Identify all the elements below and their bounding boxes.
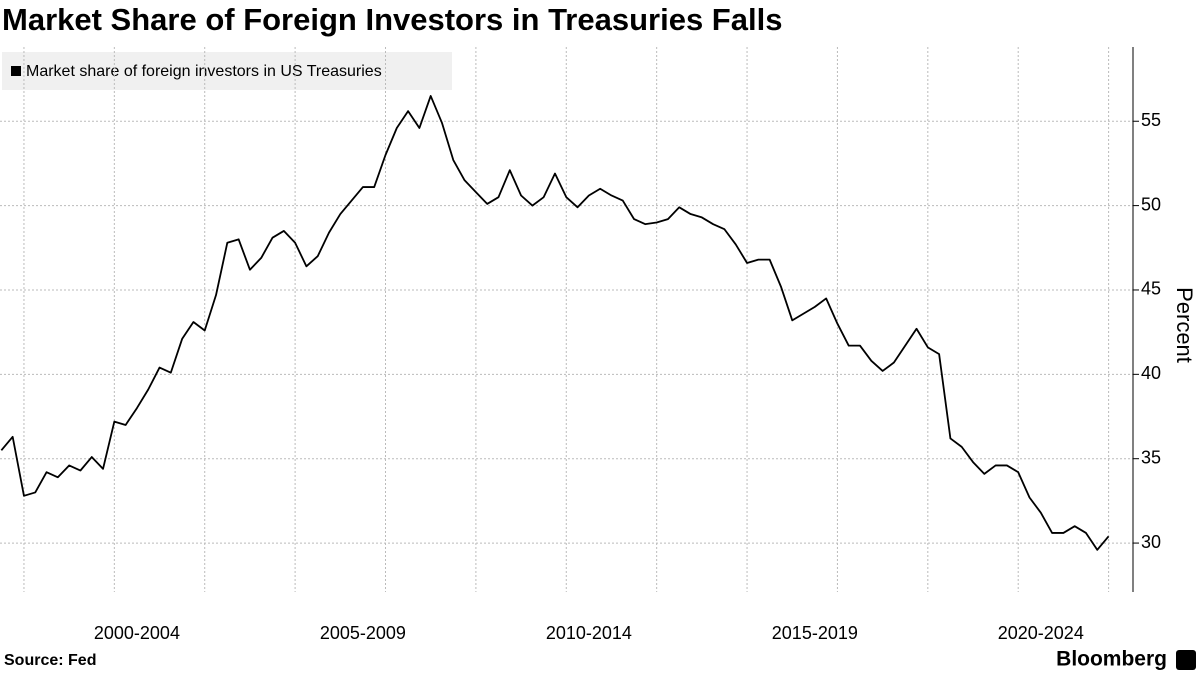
line bbox=[0, 95, 1110, 551]
y-tick-label: 35 bbox=[1141, 447, 1161, 467]
y-tick-label: 45 bbox=[1141, 279, 1161, 299]
x-tick-label: 2000-2004 bbox=[94, 623, 180, 643]
source: Source: Fed bbox=[4, 652, 96, 669]
x-tick-label: 2010-2014 bbox=[546, 623, 632, 643]
x-tick-label: 2005-2009 bbox=[320, 623, 406, 643]
brand: Bloomberg bbox=[1056, 648, 1167, 671]
y-tick-label: 55 bbox=[1141, 110, 1161, 130]
y-tick-label: 30 bbox=[1141, 532, 1161, 552]
y-axis-label: Percent bbox=[1172, 287, 1197, 363]
brand-icon bbox=[1176, 650, 1196, 670]
y-tick-label: 40 bbox=[1141, 363, 1161, 383]
legend-label: Market share of foreign investors in US … bbox=[26, 63, 382, 80]
legend-swatch bbox=[11, 66, 21, 76]
legend-box bbox=[2, 52, 452, 90]
y-tick-label: 50 bbox=[1141, 194, 1161, 214]
x-tick-label: 2020-2024 bbox=[998, 623, 1084, 643]
x-tick-label: 2015-2019 bbox=[772, 623, 858, 643]
chart-title: Market Share of Foreign Investors in Tre… bbox=[2, 2, 782, 37]
